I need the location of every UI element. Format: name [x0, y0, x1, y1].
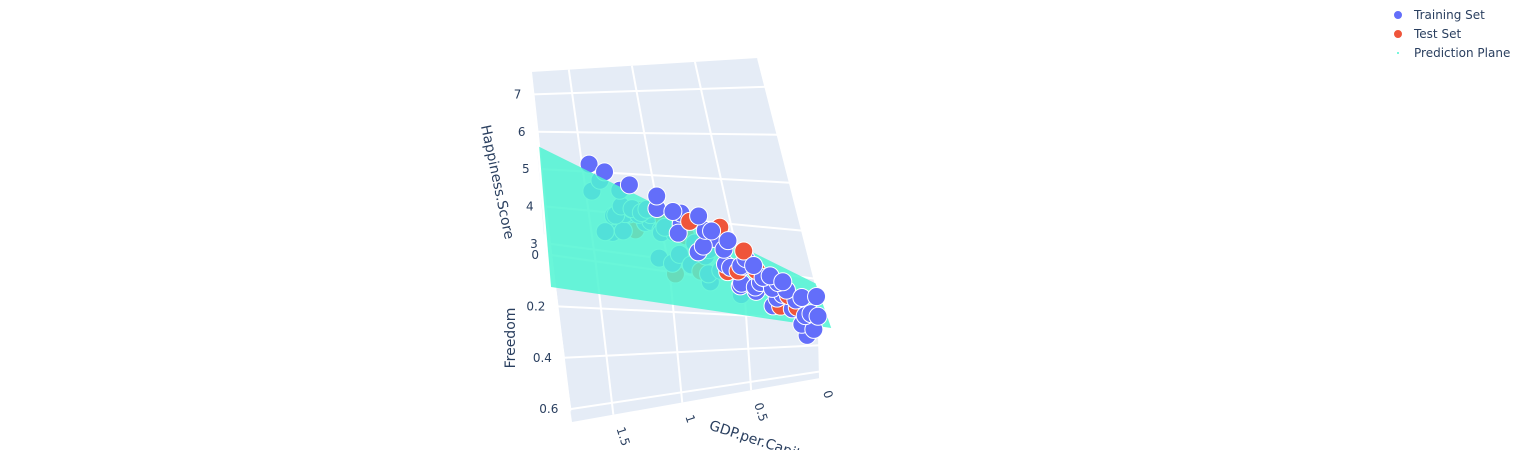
gridline-y [570, 370, 820, 411]
x-tick-label: 1.5 [613, 425, 632, 447]
training-point[interactable] [668, 223, 688, 243]
gridline-y [563, 344, 820, 359]
training-point[interactable] [619, 175, 639, 195]
x-tick-label: 0.5 [751, 401, 770, 423]
x-axis-title: GDP.per.Capita. [707, 418, 815, 450]
y-tick-label: 0.4 [533, 351, 552, 365]
y-tick-label: 0.6 [539, 402, 558, 416]
legend-item-test[interactable]: Test Set [1382, 24, 1510, 43]
plane-marker-icon [1397, 51, 1399, 54]
z-tick-label: 3 [530, 237, 538, 251]
gridline-x [757, 57, 819, 294]
test-marker-icon [1393, 28, 1403, 39]
training-point[interactable] [718, 231, 738, 251]
training-point[interactable] [647, 186, 667, 206]
training-point[interactable] [689, 206, 709, 226]
legend-item-plane[interactable]: Prediction Plane [1382, 43, 1510, 62]
legend-item-training[interactable]: Training Set [1382, 5, 1510, 24]
x-tick-label: 0 [820, 389, 836, 401]
legend: Training Set Test Set Prediction Plane [1382, 5, 1510, 62]
z-tick-label: 6 [518, 125, 526, 139]
legend-label-training: Training Set [1414, 7, 1485, 22]
training-point[interactable] [808, 306, 828, 326]
z-tick-label: 7 [514, 87, 522, 101]
training-point[interactable] [807, 287, 827, 307]
axis-ticks: 0 0.5 1 1.5 0 0.2 0.4 0.6 3 4 5 6 7 [514, 87, 836, 447]
training-point[interactable] [702, 221, 722, 241]
gridline-z [533, 85, 766, 96]
gridline-z [532, 94, 550, 270]
training-point[interactable] [663, 201, 683, 221]
training-marker-icon [1393, 9, 1403, 20]
legend-label-test: Test Set [1414, 26, 1462, 41]
data-markers[interactable] [539, 146, 832, 345]
training-point[interactable] [773, 272, 793, 292]
test-point[interactable] [734, 241, 754, 261]
y-axis-title: Freedom [503, 308, 519, 369]
training-point[interactable] [744, 256, 764, 276]
y-tick-label: 0.2 [526, 299, 545, 313]
z-axis-title: Happiness.Score [477, 124, 517, 241]
y-tick-label: 0 [531, 248, 539, 262]
z-tick-label: 4 [526, 199, 534, 213]
x-tick-label: 1 [682, 413, 698, 425]
gridline-z [537, 130, 778, 136]
legend-label-plane: Prediction Plane [1414, 45, 1511, 60]
z-tick-label: 5 [522, 162, 530, 176]
